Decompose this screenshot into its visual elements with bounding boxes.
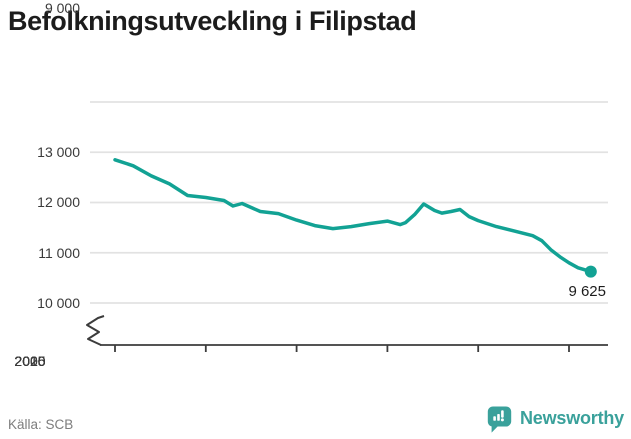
newsworthy-speech-bubble-chart-icon	[487, 406, 512, 433]
x-axis-tick-label: 2015	[14, 353, 46, 369]
x-axis-tick-label: 2010	[14, 353, 46, 369]
y-axis-tick-label: 13 000	[37, 144, 80, 160]
last-value-label: 9 625	[568, 283, 606, 300]
y-axis-tick-label: 9 000	[44, 0, 80, 16]
x-axis-tick-label: 2005	[14, 353, 46, 369]
last-value-dot	[584, 265, 597, 278]
source-note: Källa: SCB	[8, 417, 74, 432]
x-axis-tick-label: 2020	[14, 353, 46, 369]
x-axis-tick-label: 2000	[14, 353, 46, 369]
chart-title: Befolkningsutveckling i Filipstad	[8, 6, 417, 36]
population-series-line	[113, 158, 593, 274]
x-axis-tick-label: 2025	[14, 353, 46, 369]
y-axis-tick-label: 12 000	[37, 194, 80, 210]
newsworthy-logo: Newsworthy	[485, 403, 624, 433]
y-axis-tick-label: 11 000	[38, 245, 80, 261]
y-axis-tick-label: 10 000	[37, 295, 80, 311]
axis-break-icon	[86, 315, 105, 346]
brand-name: Newsworthy	[519, 407, 624, 428]
